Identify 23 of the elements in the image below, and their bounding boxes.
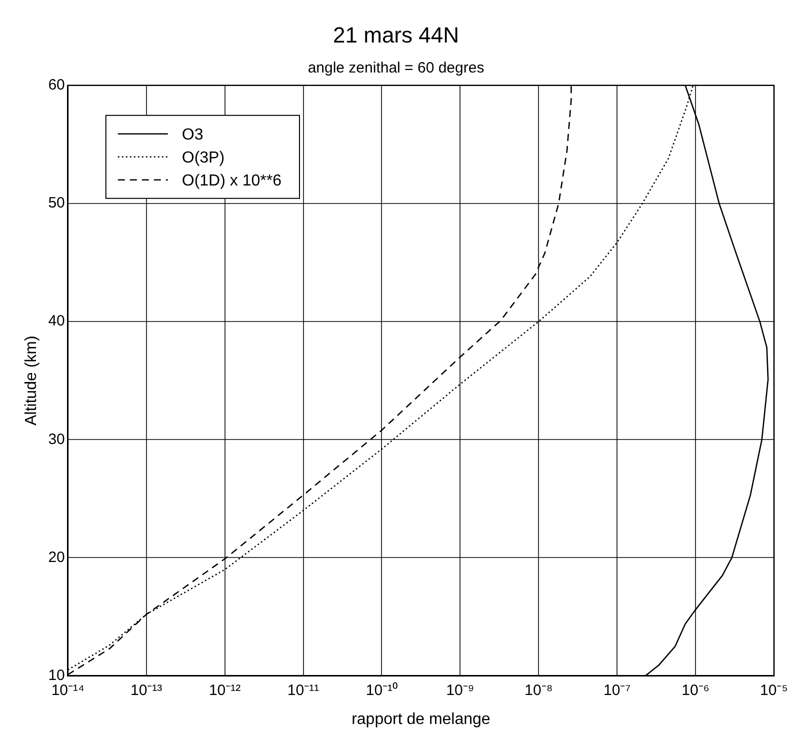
x-tick-label: 10⁻⁷	[604, 682, 631, 699]
x-tick-label: 10⁻¹³	[130, 682, 162, 699]
legend-label: O(3P)	[182, 149, 225, 166]
y-tick-label: 30	[48, 430, 65, 448]
legend-label: O(1D) x 10**6	[182, 172, 282, 190]
x-tick-label: 10⁻⁵	[760, 682, 788, 699]
y-axis-title: Altitude (km)	[23, 336, 40, 426]
x-axis-title: rapport de melange	[352, 710, 490, 728]
x-tick-label: 10⁻¹¹	[287, 682, 320, 699]
x-tick-label: 10⁻⁹	[446, 682, 474, 699]
x-tick-label: 10⁻¹⁰	[366, 682, 398, 699]
y-tick-label: 20	[48, 548, 65, 566]
y-tick-label: 10	[48, 666, 65, 684]
y-tick-label: 50	[48, 194, 65, 212]
y-tick-label: 40	[48, 312, 65, 330]
x-tick-label: 10⁻⁸	[524, 682, 553, 699]
chart-title: 21 mars 44N	[333, 22, 459, 48]
legend-label: O3	[182, 126, 204, 144]
chart-subtitle: angle zenithal = 60 degres	[308, 60, 484, 77]
x-tick-label: 10⁻¹²	[208, 682, 241, 699]
x-tick-label: 10⁻⁶	[682, 682, 710, 699]
y-tick-label: 60	[48, 76, 65, 94]
x-tick-label: 10⁻¹⁴	[51, 682, 84, 699]
